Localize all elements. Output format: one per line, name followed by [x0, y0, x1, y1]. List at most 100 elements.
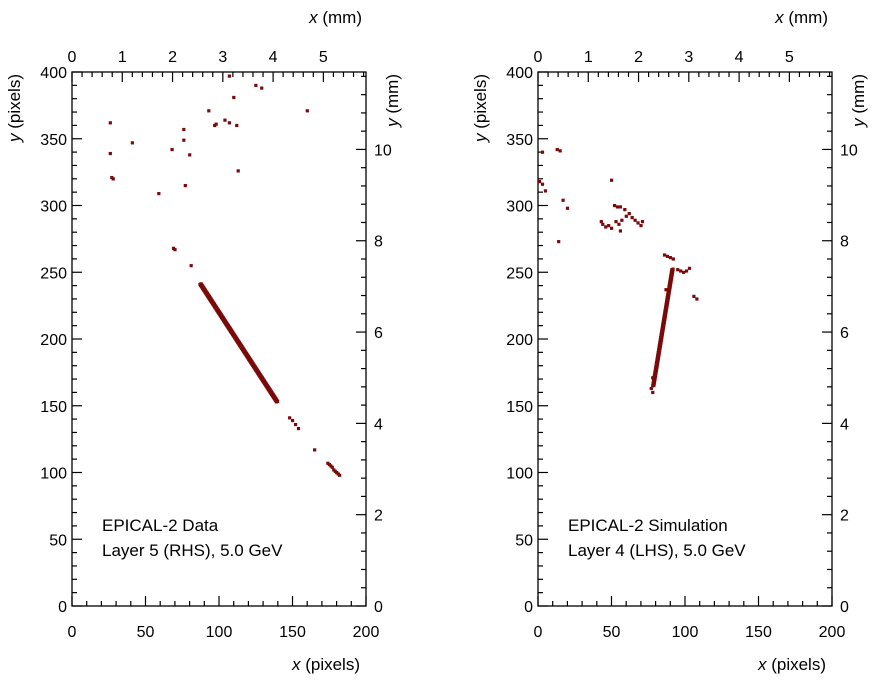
- hit-point: [649, 386, 653, 391]
- tick-marks: [71, 71, 367, 607]
- hit-point: [665, 254, 670, 258]
- hit-point: [182, 138, 186, 142]
- x-tick-label: 0: [534, 624, 543, 641]
- y-tick-label: 0: [58, 599, 67, 616]
- hit-point: [640, 220, 645, 224]
- hit-point: [671, 267, 675, 271]
- y-mm-tick-label: 0: [374, 599, 383, 616]
- hit-point: [558, 149, 562, 153]
- y-mm-tick-label: 2: [840, 508, 849, 525]
- hit-point: [111, 177, 115, 181]
- y-tick-label: 300: [40, 199, 67, 216]
- x-tick-label: 200: [819, 624, 846, 641]
- hit-point: [130, 141, 134, 145]
- hit-point: [682, 270, 686, 274]
- y-mm-tick-label: 2: [374, 508, 383, 525]
- hit-point: [664, 288, 668, 292]
- hit-point: [695, 297, 699, 301]
- hit-point: [276, 399, 280, 403]
- y-mm-tick-label: 0: [840, 599, 849, 616]
- y-tick-label: 350: [506, 132, 533, 149]
- y-tick-label: 50: [49, 532, 67, 549]
- hit-point: [293, 422, 298, 427]
- hit-point: [207, 109, 211, 113]
- hit-point: [235, 123, 239, 128]
- hit-point: [108, 121, 112, 125]
- y-mm-tick-label: 4: [840, 416, 849, 433]
- x-mm-tick-label: 3: [218, 49, 227, 66]
- hit-point: [214, 122, 218, 126]
- annotation-line-1: EPICAL-2 Simulation: [568, 516, 728, 535]
- x-mm-tick-label: 1: [584, 49, 593, 66]
- hit-point: [227, 121, 231, 125]
- annotation-line-2: Layer 4 (LHS), 5.0 GeV: [568, 541, 746, 560]
- hit-point: [313, 448, 317, 452]
- hit-point: [555, 147, 559, 152]
- y-axis-title-left: y (pixels): [5, 74, 24, 143]
- hit-point: [537, 179, 542, 184]
- hit-point: [618, 205, 623, 209]
- hit-point: [607, 224, 611, 228]
- hit-point: [692, 294, 696, 298]
- hit-point: [617, 222, 621, 226]
- scatter-points: [537, 147, 699, 395]
- hit-point: [624, 214, 628, 218]
- x-mm-tick-label: 5: [319, 49, 328, 66]
- hit-point: [599, 220, 603, 224]
- hit-point: [679, 269, 683, 273]
- y-mm-tick-label: 10: [840, 142, 858, 159]
- y-tick-label: 0: [524, 599, 533, 616]
- hit-point: [630, 216, 634, 220]
- hit-point: [288, 416, 292, 420]
- hit-point: [651, 390, 655, 395]
- x-tick-label: 0: [68, 624, 77, 641]
- x-mm-tick-label: 2: [634, 49, 643, 66]
- hit-point: [639, 224, 643, 228]
- x-mm-tick-label: 1: [118, 49, 127, 66]
- hit-point: [615, 205, 620, 209]
- y-mm-tick-label: 10: [374, 142, 392, 159]
- x-tick-label: 50: [137, 624, 155, 641]
- hit-point: [232, 95, 236, 100]
- y-mm-tick-label: 6: [374, 325, 383, 342]
- hit-point: [684, 269, 689, 273]
- y-tick-label: 400: [40, 65, 67, 82]
- x-tick-label: 50: [603, 624, 621, 641]
- tick-marks: [537, 71, 833, 607]
- hit-point: [687, 266, 692, 270]
- scatter-points: [108, 74, 342, 477]
- hit-point: [612, 204, 617, 208]
- y-tick-label: 50: [515, 532, 533, 549]
- hit-point: [223, 118, 227, 122]
- y-mm-tick-label: 6: [840, 325, 849, 342]
- annotation-line-1: EPICAL-2 Data: [102, 516, 219, 535]
- hit-point: [330, 465, 334, 469]
- hit-point: [610, 226, 614, 230]
- x-axis-title-top: x (mm): [308, 8, 362, 27]
- x-tick-label: 100: [672, 624, 699, 641]
- hit-point: [671, 257, 675, 261]
- hit-point: [614, 220, 618, 224]
- hit-point: [296, 426, 301, 431]
- y-tick-label: 250: [40, 265, 67, 282]
- x-tick-label: 200: [353, 624, 380, 641]
- y-tick-label: 350: [40, 132, 67, 149]
- x-mm-tick-label: 0: [534, 49, 543, 66]
- hit-point: [633, 218, 637, 222]
- hit-point: [627, 212, 631, 216]
- y-mm-tick-label: 4: [374, 416, 383, 433]
- y-tick-label: 100: [40, 466, 67, 483]
- hit-point: [236, 169, 240, 173]
- hit-point: [260, 86, 264, 90]
- y-tick-label: 150: [40, 399, 67, 416]
- y-tick-label: 200: [506, 332, 533, 349]
- hit-point: [540, 182, 545, 186]
- hit-point: [565, 206, 570, 210]
- hit-point: [620, 218, 624, 222]
- hit-point: [291, 418, 295, 423]
- hit-point: [189, 264, 193, 268]
